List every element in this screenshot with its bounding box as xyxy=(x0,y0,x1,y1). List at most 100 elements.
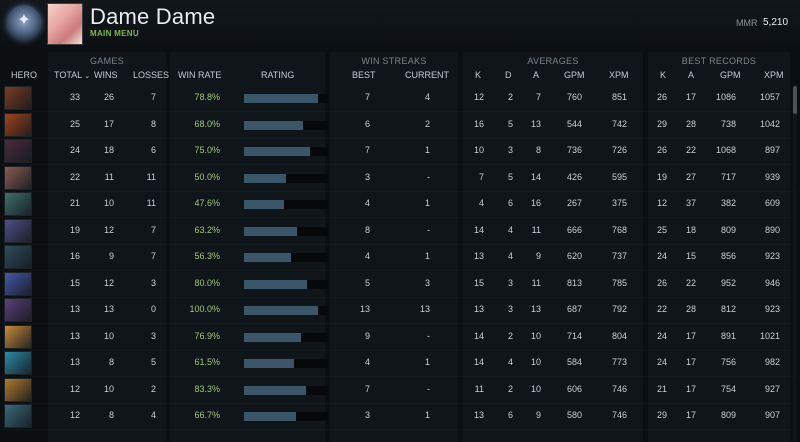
cell-win-rate: 56.3% xyxy=(194,251,220,261)
cell-current: - xyxy=(427,383,430,394)
cell-rgpm: 812 xyxy=(720,304,736,314)
col-wins[interactable]: WINS xyxy=(94,70,118,80)
cell-d: 5 xyxy=(507,171,513,182)
cell-win-rate: 83.3% xyxy=(194,383,220,394)
col-best-assists[interactable]: A xyxy=(688,70,695,80)
col-avg-assists[interactable]: A xyxy=(533,70,540,80)
cell-ra: 17 xyxy=(685,330,696,341)
cell-win-rate: 50.0% xyxy=(194,171,220,182)
cell-win-rate: 100.0% xyxy=(189,304,220,314)
col-best-gpm[interactable]: GPM xyxy=(720,70,741,80)
cell-rgpm: 856 xyxy=(720,251,736,261)
col-hero[interactable]: HERO xyxy=(11,70,38,80)
cell-total: 16 xyxy=(69,251,80,261)
cell-rgpm: 952 xyxy=(720,277,736,288)
cell-current: - xyxy=(427,330,430,341)
col-total[interactable]: TOTAL ⌄ xyxy=(54,70,90,80)
cell-losses: 2 xyxy=(150,383,156,394)
cell-a: 11 xyxy=(531,277,541,288)
cell-gpm: 760 xyxy=(566,92,582,102)
hero-portrait-icon[interactable] xyxy=(4,112,32,137)
cell-k: 4 xyxy=(478,198,484,208)
cell-wins: 12 xyxy=(103,277,114,288)
hero-portrait-icon[interactable] xyxy=(4,377,32,402)
cell-total: 12 xyxy=(69,383,80,394)
hero-portrait-icon[interactable] xyxy=(4,271,32,296)
cell-total: 15 xyxy=(69,277,80,288)
cell-d: 5 xyxy=(507,118,513,129)
cell-best: 4 xyxy=(364,357,370,367)
cell-gpm: 426 xyxy=(566,171,582,182)
cell-a: 9 xyxy=(535,251,541,261)
cell-losses: 7 xyxy=(150,92,156,102)
col-best-xpm[interactable]: XPM xyxy=(764,70,784,80)
cell-rgpm: 809 xyxy=(720,410,736,420)
cell-ra: 17 xyxy=(685,410,696,420)
cell-best: 3 xyxy=(364,171,370,182)
cell-ra: 17 xyxy=(685,357,696,367)
hero-portrait-icon[interactable] xyxy=(4,139,32,163)
cell-total: 24 xyxy=(69,145,80,155)
cell-xpm: 737 xyxy=(611,251,627,261)
cell-rxpm: 982 xyxy=(764,357,780,367)
cell-win-rate: 66.7% xyxy=(194,410,220,420)
rank-medal-icon: ✦ xyxy=(6,5,42,41)
cell-rk: 22 xyxy=(656,304,667,314)
col-best-kills[interactable]: K xyxy=(660,70,667,80)
cell-win-rate: 75.0% xyxy=(194,145,220,155)
hero-portrait-icon[interactable] xyxy=(4,165,32,190)
hero-portrait-icon[interactable] xyxy=(4,218,32,243)
cell-win-rate: 68.0% xyxy=(194,118,220,129)
cell-gpm: 544 xyxy=(566,118,582,129)
cell-rxpm: 923 xyxy=(764,251,780,261)
cell-total: 13 xyxy=(69,304,80,314)
cell-rk: 12 xyxy=(656,198,667,208)
hero-portrait-icon[interactable] xyxy=(4,404,32,428)
col-rating[interactable]: RATING xyxy=(261,70,295,80)
col-losses[interactable]: LOSSES xyxy=(133,70,170,80)
cell-rk: 24 xyxy=(656,251,667,261)
col-avg-deaths[interactable]: D xyxy=(505,70,512,80)
cell-total: 33 xyxy=(69,92,80,102)
mmr-value: 5,210 xyxy=(763,17,789,28)
cell-xpm: 746 xyxy=(611,383,627,394)
avatar[interactable] xyxy=(47,3,83,45)
cell-k: 11 xyxy=(474,383,484,394)
cell-losses: 11 xyxy=(146,198,156,208)
col-avg-xpm[interactable]: XPM xyxy=(609,70,629,80)
cell-d: 3 xyxy=(507,277,513,288)
row-divider xyxy=(0,297,800,298)
cell-k: 13 xyxy=(473,304,484,314)
hero-portrait-icon[interactable] xyxy=(4,324,32,349)
cell-win-rate: 78.8% xyxy=(194,92,220,102)
cell-d: 6 xyxy=(507,410,513,420)
cell-ra: 37 xyxy=(685,198,696,208)
main-menu-link[interactable]: MAIN MENU xyxy=(90,29,139,38)
scrollbar-thumb[interactable] xyxy=(793,86,797,114)
row-divider xyxy=(0,429,800,430)
col-best-streak[interactable]: BEST xyxy=(352,70,376,80)
cell-wins: 26 xyxy=(103,92,114,102)
col-current-streak[interactable]: CURRENT xyxy=(405,70,449,80)
cell-rxpm: 609 xyxy=(764,198,780,208)
cell-rk: 24 xyxy=(656,357,667,367)
cell-win-rate: 61.5% xyxy=(194,357,220,367)
rating-bar xyxy=(244,120,328,130)
hero-portrait-icon[interactable] xyxy=(4,351,32,375)
col-win-rate[interactable]: WIN RATE xyxy=(178,70,222,80)
cell-wins: 12 xyxy=(103,224,114,235)
cell-d: 4 xyxy=(507,224,513,235)
col-avg-gpm[interactable]: GPM xyxy=(564,70,585,80)
hero-portrait-icon[interactable] xyxy=(4,192,32,216)
hero-portrait-icon[interactable] xyxy=(4,298,32,322)
cell-rgpm: 1086 xyxy=(715,92,736,102)
cell-losses: 3 xyxy=(150,277,156,288)
cell-ra: 17 xyxy=(685,92,696,102)
hero-portrait-icon[interactable] xyxy=(4,245,32,269)
cell-wins: 10 xyxy=(103,330,114,341)
hero-portrait-icon[interactable] xyxy=(4,86,32,110)
scrollbar-track[interactable] xyxy=(793,84,797,442)
cell-a: 8 xyxy=(535,145,541,155)
cell-xpm: 804 xyxy=(611,330,627,341)
col-avg-kills[interactable]: K xyxy=(475,70,482,80)
